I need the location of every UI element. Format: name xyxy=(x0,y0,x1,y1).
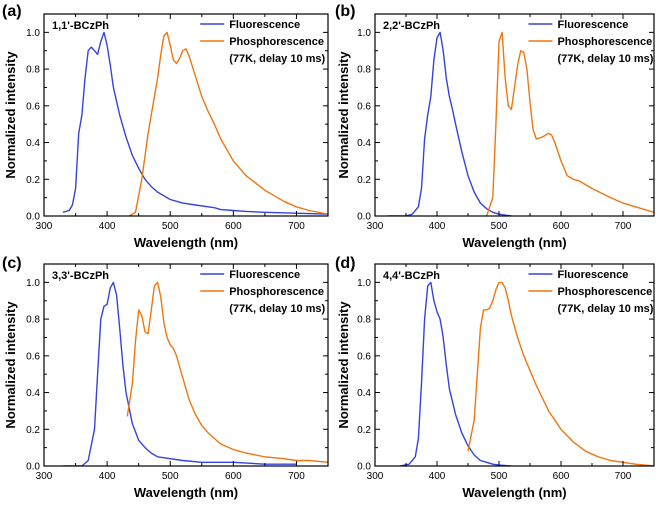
y-tick-label: 1.0 xyxy=(26,28,40,39)
x-tick-label: 400 xyxy=(99,221,116,232)
chart-title: 4,4'-BCzPh xyxy=(383,270,440,282)
legend-entry: Phosphorescence xyxy=(229,36,324,48)
x-axis-title: Wavelength (nm) xyxy=(134,235,238,250)
phosphorescence-series-line xyxy=(485,31,654,216)
y-tick-label: 0.6 xyxy=(26,351,40,362)
x-tick-label: 600 xyxy=(225,471,242,482)
x-tick-label: 300 xyxy=(36,471,53,482)
legend-entry: Fluorescence xyxy=(557,19,628,31)
y-tick-label: 0.8 xyxy=(26,315,40,326)
x-tick-label: 500 xyxy=(162,221,179,232)
x-tick-label: 500 xyxy=(491,471,508,482)
y-tick-label: 0.2 xyxy=(26,175,40,186)
legend-entry: Phosphorescence xyxy=(557,286,652,298)
plot-frame xyxy=(374,13,655,217)
y-tick-label: 0.4 xyxy=(357,388,371,399)
x-tick-label: 700 xyxy=(288,471,305,482)
y-tick-label: 0.0 xyxy=(26,462,40,473)
y-tick-label: 1.0 xyxy=(357,278,371,289)
chart-panel-3: (c) 300 400 500 600 700 0.0 0.2 0.4 0.6 0.8 1.0 Wave… xyxy=(2,255,329,500)
legend-note: (77K, delay 10 ms) xyxy=(557,303,653,315)
fluorescence-series-line xyxy=(399,281,512,466)
chart-panel-1: (a) 300 400 500 600 700 0.0 0.2 0.4 0.6 0.8 1.0 Wave… xyxy=(2,3,329,250)
legend-note: (77K, delay 10 ms) xyxy=(229,303,325,315)
x-tick-label: 600 xyxy=(553,471,570,482)
y-tick-label: 0.6 xyxy=(357,351,371,362)
y-tick-label: 0.2 xyxy=(26,425,40,436)
y-tick-label: 1.0 xyxy=(26,278,40,289)
y-tick-label: 0.2 xyxy=(357,175,371,186)
y-axis-title: Normalized intensity xyxy=(336,301,351,429)
x-axis-title: Wavelength (nm) xyxy=(462,235,566,250)
y-tick-label: 0.6 xyxy=(357,101,371,112)
x-tick-label: 600 xyxy=(553,221,570,232)
y-tick-label: 0.0 xyxy=(357,212,371,223)
y-tick-label: 0.4 xyxy=(26,138,40,149)
legend-entry: Fluorescence xyxy=(229,269,300,281)
y-tick-label: 0.8 xyxy=(357,315,371,326)
chart-title: 1,1'-BCzPh xyxy=(52,20,109,32)
chart-panel-4: (d) 300 400 500 600 700 0.0 0.2 0.4 0.6 0.8 1.0 Wave… xyxy=(335,255,655,500)
fluorescence-series-line xyxy=(62,281,297,466)
x-axis-title: Wavelength (nm) xyxy=(462,485,566,500)
x-tick-label: 700 xyxy=(615,471,632,482)
x-tick-label: 700 xyxy=(288,221,305,232)
x-tick-label: 500 xyxy=(491,221,508,232)
y-tick-label: 0.8 xyxy=(26,65,40,76)
x-tick-label: 600 xyxy=(225,221,242,232)
y-tick-label: 0.0 xyxy=(357,462,371,473)
legend-entry: Phosphorescence xyxy=(557,36,652,48)
y-axis-title: Normalized intensity xyxy=(336,51,351,179)
y-axis-title: Normalized intensity xyxy=(3,51,18,179)
legend-entry: Phosphorescence xyxy=(229,286,324,298)
y-tick-label: 0.4 xyxy=(357,138,371,149)
y-tick-label: 0.4 xyxy=(26,388,40,399)
phosphorescence-series-line xyxy=(126,281,328,463)
legend-note: (77K, delay 10 ms) xyxy=(229,53,325,65)
phosphorescence-series-line xyxy=(128,31,328,216)
x-tick-label: 500 xyxy=(162,471,179,482)
x-tick-label: 400 xyxy=(99,471,116,482)
phosphorescence-series-line xyxy=(467,281,654,466)
y-tick-label: 0.8 xyxy=(357,65,371,76)
legend-entry: Fluorescence xyxy=(229,19,300,31)
chart-title: 3,3'-BCzPh xyxy=(52,270,109,282)
plot-frame xyxy=(43,263,329,467)
y-tick-label: 0.2 xyxy=(357,425,371,436)
y-tick-label: 0.0 xyxy=(26,212,40,223)
x-tick-label: 700 xyxy=(615,221,632,232)
x-tick-label: 300 xyxy=(367,471,384,482)
x-tick-label: 300 xyxy=(367,221,384,232)
panel-label: (d) xyxy=(335,255,355,272)
x-tick-label: 300 xyxy=(36,221,53,232)
panel-label: (a) xyxy=(2,3,22,20)
y-tick-label: 1.0 xyxy=(357,28,371,39)
y-axis-title: Normalized intensity xyxy=(3,301,18,429)
x-axis-title: Wavelength (nm) xyxy=(134,485,238,500)
fluorescence-series-line xyxy=(62,31,328,215)
plot-frame xyxy=(374,263,655,467)
chart-title: 2,2'-BCzPh xyxy=(383,20,440,32)
y-tick-label: 0.6 xyxy=(26,101,40,112)
x-tick-label: 400 xyxy=(429,221,446,232)
plot-frame xyxy=(43,13,329,217)
x-tick-label: 400 xyxy=(429,471,446,482)
panel-label: (c) xyxy=(2,255,22,272)
fluorescence-series-line xyxy=(387,31,512,216)
legend-entry: Fluorescence xyxy=(557,269,628,281)
chart-panel-2: (b) 300 400 500 600 700 0.0 0.2 0.4 0.6 0.8 1.0 Wave… xyxy=(335,3,655,250)
panel-label: (b) xyxy=(335,3,355,20)
legend-note: (77K, delay 10 ms) xyxy=(557,53,653,65)
